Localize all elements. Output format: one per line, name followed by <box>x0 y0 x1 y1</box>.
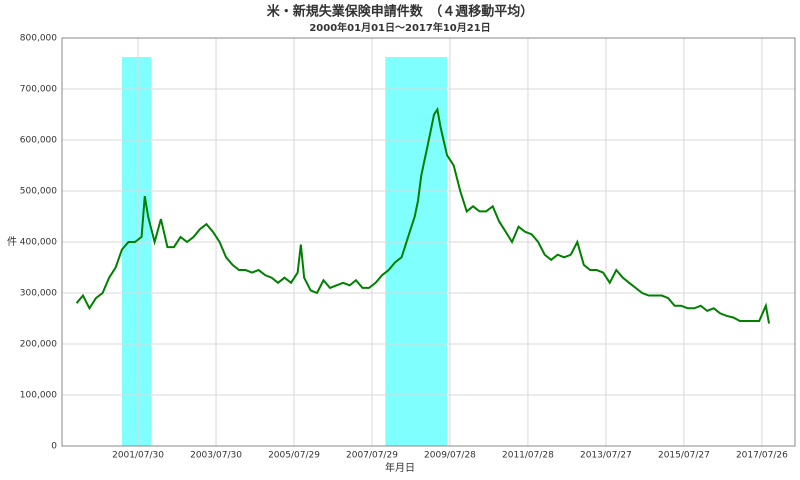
x-tick-label: 2015/07/27 <box>658 451 710 461</box>
y-tick-label: 400,000 <box>20 238 57 248</box>
y-tick-label: 700,000 <box>20 85 57 95</box>
chart-title: 米・新規失業保険申請件数 （４週移動平均） <box>267 4 534 20</box>
x-tick-label: 2003/07/30 <box>190 451 242 461</box>
recession-band <box>121 57 152 446</box>
data-line <box>75 106 771 324</box>
x-tick-label: 2001/07/30 <box>112 451 164 461</box>
x-axis-label: 年月日 <box>385 461 415 474</box>
y-tick-label: 200,000 <box>20 340 57 350</box>
y-tick-label: 100,000 <box>20 391 57 401</box>
y-tick-label: 500,000 <box>20 187 57 197</box>
recession-band <box>385 57 447 446</box>
y-tick-label: 600,000 <box>20 136 57 146</box>
chart-subtitle: 2000年01月01日～2017年10月21日 <box>309 21 490 34</box>
x-tick-label: 2017/07/26 <box>736 451 788 461</box>
y-tick-label: 0 <box>51 442 57 452</box>
y-tick-label: 300,000 <box>20 289 57 299</box>
x-tick-label: 2013/07/27 <box>580 451 632 461</box>
x-tick-label: 2007/07/29 <box>346 451 398 461</box>
y-axis-label: 件 <box>7 236 17 248</box>
plot-frame <box>61 37 796 447</box>
y-tick-label: 800,000 <box>20 34 57 44</box>
x-tick-label: 2011/07/28 <box>502 451 554 461</box>
x-tick-label: 2005/07/29 <box>268 451 320 461</box>
x-tick-label: 2009/07/28 <box>424 451 476 461</box>
